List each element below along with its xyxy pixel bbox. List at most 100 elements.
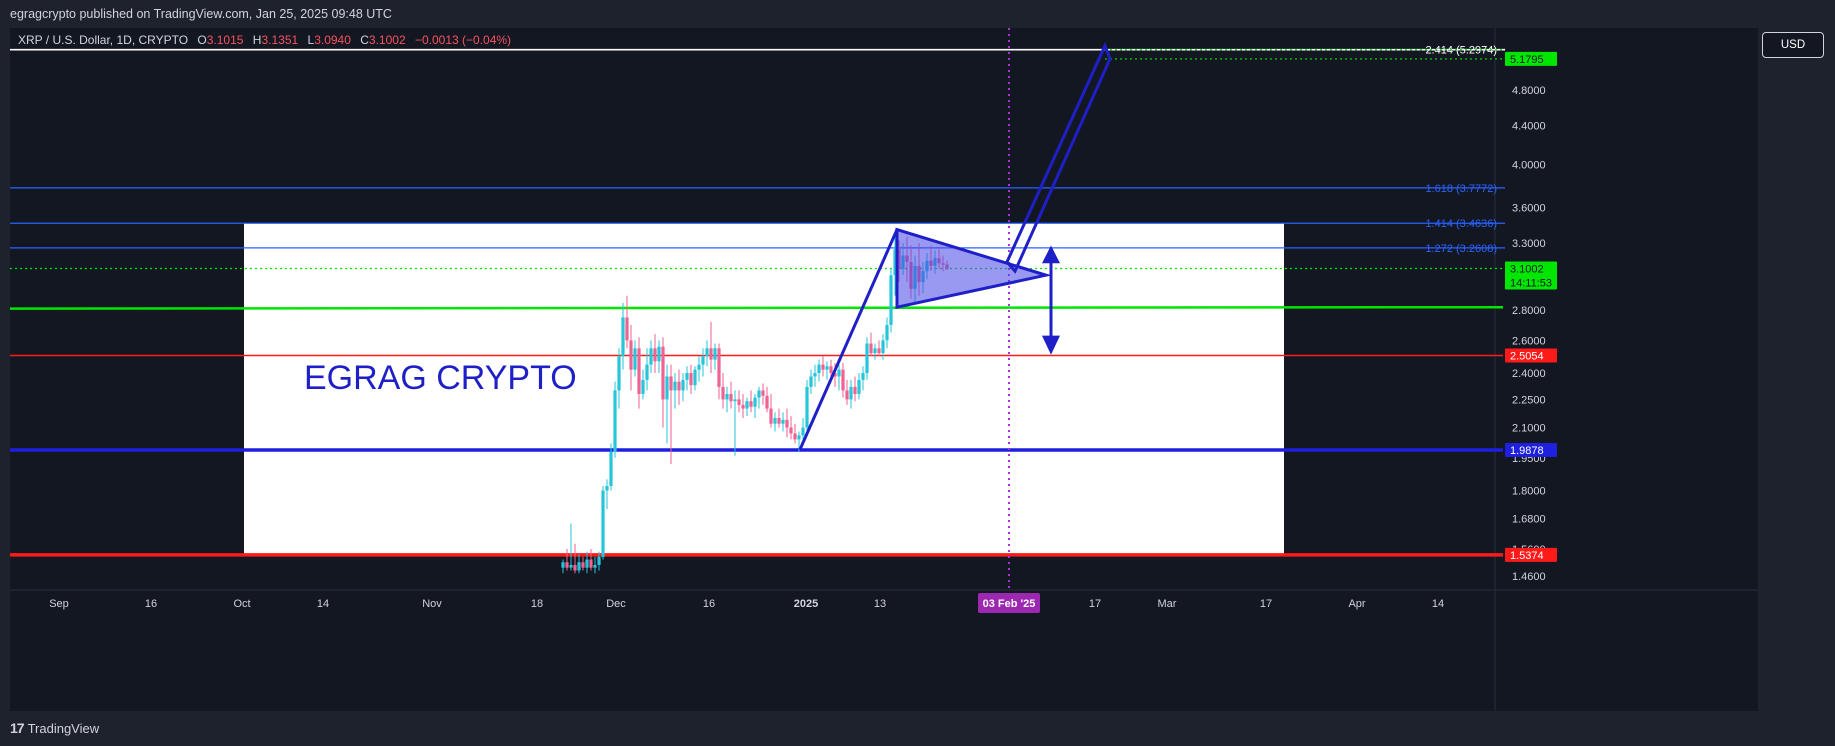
candle-body <box>581 562 585 568</box>
candle-body <box>697 364 701 370</box>
egrag-watermark: EGRAG CRYPTO <box>304 359 577 397</box>
high-value: 3.1351 <box>261 33 299 47</box>
candle-body <box>737 399 741 405</box>
candle-body <box>761 390 765 396</box>
range-arrow-head-up <box>1042 245 1060 264</box>
close-value: 3.1002 <box>368 33 406 47</box>
time-axis-tick: Dec <box>606 598 626 610</box>
close-label: C <box>360 33 369 47</box>
candle-body <box>777 417 781 424</box>
candle-body <box>573 564 577 571</box>
price-tag-text: 2.5054 <box>1510 350 1544 362</box>
candle-body <box>561 562 565 568</box>
time-axis-tick: Apr <box>1348 598 1365 610</box>
footer-bar: 17 TradingView <box>0 711 1835 746</box>
time-axis-tick: 16 <box>145 598 157 610</box>
candle-body <box>845 390 849 400</box>
publish-info-bar: egragcrypto published on TradingView.com… <box>0 0 1835 28</box>
candle-body <box>885 324 889 341</box>
price-tag-box <box>1505 442 1557 457</box>
ohlc-legend: XRP / U.S. Dollar, 1D, CRYPTO O3.1015 H3… <box>18 33 511 47</box>
candle-body <box>733 399 737 402</box>
price-axis-tick: 4.8000 <box>1512 85 1546 97</box>
candle-body <box>849 386 853 400</box>
price-axis-tick: 2.8000 <box>1512 305 1546 317</box>
candle-body <box>861 373 865 380</box>
time-axis-tick: 18 <box>531 598 543 610</box>
highlighted-date-label: 03 Feb '25 <box>983 598 1036 610</box>
time-axis-tick: 13 <box>874 598 886 610</box>
candle-body <box>745 401 749 409</box>
candle-body <box>605 486 609 491</box>
currency-button[interactable]: USD <box>1762 32 1824 58</box>
candle-body <box>689 373 693 386</box>
candle-body <box>609 451 613 487</box>
candle-body <box>633 348 637 370</box>
candle-body <box>741 404 745 409</box>
price-axis-tick: 1.6800 <box>1512 514 1546 526</box>
candle-body <box>617 356 621 391</box>
low-label: L <box>307 33 315 47</box>
candle-body <box>589 559 593 568</box>
brand-text: TradingView <box>27 721 100 736</box>
time-axis-tick: 17 <box>1260 598 1272 610</box>
candle-body <box>593 564 597 568</box>
candle-body <box>837 369 841 377</box>
candle-body <box>677 381 681 391</box>
candle-body <box>805 386 809 428</box>
price-axis-tick: 4.0000 <box>1512 159 1546 171</box>
range-arrow-head-down <box>1042 335 1060 355</box>
candle-body <box>669 376 673 391</box>
price-tag-box <box>1505 51 1557 66</box>
candle-body <box>769 408 773 424</box>
tradingview-logo[interactable]: 17 TradingView <box>10 711 99 746</box>
candle-body <box>829 366 833 374</box>
candle-body <box>701 356 705 365</box>
candle-body <box>757 390 761 398</box>
candle-body <box>693 369 697 386</box>
price-tag-countdown: 14:11:53 <box>1510 278 1552 290</box>
candle-body <box>565 562 569 568</box>
time-axis-tick: 2025 <box>794 598 818 610</box>
price-chart-svg[interactable]: 2.414 (5.2974) 1.618 (3.7772) 1.414 (3.463… <box>9 28 1758 711</box>
symbol-label: XRP / U.S. Dollar, 1D, CRYPTO <box>18 33 189 47</box>
candle-body <box>753 397 757 407</box>
time-axis-tick: Mar <box>1158 598 1177 610</box>
fib-level-label: 1.618 (3.7772) <box>1425 183 1497 195</box>
candle-body <box>797 435 801 440</box>
candle-body <box>597 556 601 565</box>
candle-body <box>881 340 885 354</box>
candle-body <box>653 348 657 362</box>
time-axis-tick: 14 <box>317 598 329 610</box>
low-value: 3.0940 <box>314 33 351 47</box>
price-axis-tick: 3.3000 <box>1512 238 1546 250</box>
time-axis-tick: Nov <box>422 598 442 610</box>
price-tag-text: 1.5374 <box>1510 550 1544 562</box>
candle-body <box>841 369 845 391</box>
candle-body <box>889 275 893 325</box>
fib-level-label: 1.272 (3.2608) <box>1425 243 1497 255</box>
price-tag-text: 5.1795 <box>1510 54 1544 66</box>
candle-body <box>793 433 797 440</box>
time-axis-tick: 16 <box>703 598 715 610</box>
candle-body <box>725 393 729 400</box>
candle-body <box>657 346 661 362</box>
candle-body <box>765 395 769 409</box>
candle-body <box>637 348 641 394</box>
candle-body <box>749 401 753 407</box>
candle-body <box>713 348 717 360</box>
candle-body <box>877 348 881 354</box>
fib-level-label: 2.414 (5.2974) <box>1425 45 1497 57</box>
candle-body <box>709 348 713 360</box>
candle-body <box>801 427 805 436</box>
candle-body <box>721 386 725 400</box>
candle-body <box>685 373 689 380</box>
chart-area[interactable]: 2.414 (5.2974) 1.618 (3.7772) 1.414 (3.463… <box>9 28 1758 711</box>
price-tag-box <box>1505 348 1557 363</box>
candle-body <box>833 373 837 377</box>
candle-body <box>825 366 829 370</box>
candle-body <box>785 419 789 428</box>
pennant-triangle <box>895 227 1052 310</box>
time-axis-tick: Oct <box>233 598 250 610</box>
candle-body <box>857 379 861 394</box>
